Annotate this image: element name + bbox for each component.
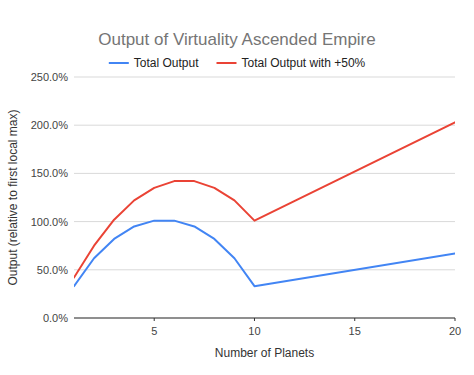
x-tick [455,318,456,321]
background [0,0,474,375]
grid-line [74,125,455,126]
chart-svg: Output of Virtuality Ascended Empire 0.0%… [0,0,474,375]
y-tick-label: 50.0% [37,264,68,276]
legend-item: Total Output with +50% [217,56,366,70]
y-axis-title: Output (relative to first local max) [6,109,20,285]
x-tick-label: 15 [349,325,361,337]
x-tick-label: 5 [151,325,157,337]
y-tick-label: 150.0% [31,167,69,179]
legend-label: Total Output [134,56,199,70]
legend: Total Output Total Output with +50% [109,56,366,70]
x-axis-title: Number of Planets [215,346,314,360]
chart-container: Output of Virtuality Ascended Empire 0.0%… [0,0,474,375]
grid-line [74,221,455,222]
y-tick-label: 250.0% [31,71,69,83]
series-line [74,221,455,287]
legend-item: Total Output [109,56,199,70]
x-axis-line [74,318,455,319]
x-tick-label: 20 [449,325,461,337]
y-tick-label: 0.0% [43,312,68,324]
grid-line [74,173,455,174]
chart-title: Output of Virtuality Ascended Empire [98,30,376,49]
legend-swatch [109,62,129,64]
grid-line [74,269,455,270]
grid-line [74,77,455,78]
y-tick-label: 100.0% [31,216,69,228]
x-tick [254,318,255,321]
grid-line [74,318,455,319]
plot-area [74,122,455,286]
x-tick [354,318,355,321]
x-tick-label: 10 [248,325,260,337]
legend-label: Total Output with +50% [242,56,366,70]
series-line [74,122,455,277]
legend-swatch [217,62,237,64]
x-tick [154,318,155,321]
y-tick-label: 200.0% [31,119,69,131]
